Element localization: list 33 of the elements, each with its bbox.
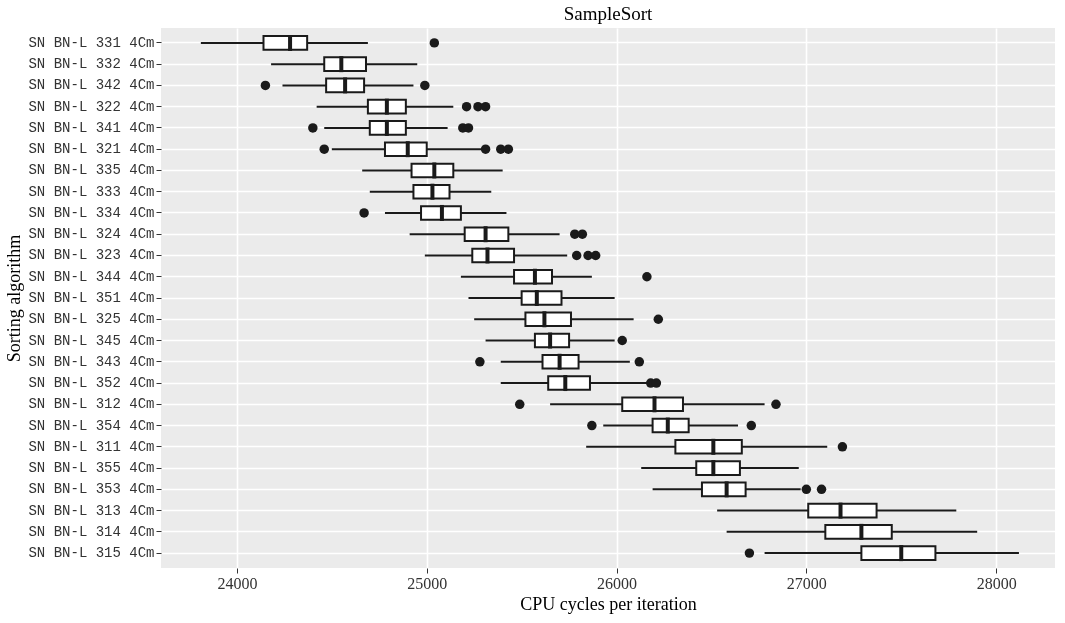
y-tick-label: SN BN-L 312 4Cm xyxy=(28,396,155,413)
y-tick-label: SN BN-L 324 4Cm xyxy=(28,226,155,243)
y-tick-label: SN BN-L 313 4Cm xyxy=(28,502,155,519)
x-tick-label: 24000 xyxy=(217,574,258,592)
y-tick-label: SN BN-L 342 4Cm xyxy=(28,77,155,94)
y-tick-label: SN BN-L 332 4Cm xyxy=(28,56,155,73)
y-tick-label: SN BN-L 353 4Cm xyxy=(28,481,155,498)
y-tick-label: SN BN-L 321 4Cm xyxy=(28,141,155,158)
y-tick-label: SN BN-L 355 4Cm xyxy=(28,460,155,477)
y-tick-label: SN BN-L 334 4Cm xyxy=(28,204,155,221)
y-tick-label: SN BN-L 315 4Cm xyxy=(28,545,155,562)
y-tick-label: SN BN-L 311 4Cm xyxy=(28,438,155,455)
y-tick-label: SN BN-L 333 4Cm xyxy=(28,183,155,200)
y-tick-label: SN BN-L 331 4Cm xyxy=(28,34,155,51)
y-tick-label: SN BN-L 345 4Cm xyxy=(28,332,155,349)
chart-title: SampleSort xyxy=(563,3,654,24)
y-axis-title: Sorting algorithm xyxy=(4,234,25,363)
y-tick-label: SN BN-L 322 4Cm xyxy=(28,98,155,115)
x-tick-label: 25000 xyxy=(407,574,448,592)
y-tick-label: SN BN-L 352 4Cm xyxy=(28,375,155,392)
y-tick-label: SN BN-L 341 4Cm xyxy=(28,119,155,136)
y-tick-label: SN BN-L 325 4Cm xyxy=(28,311,155,328)
y-tick-label: SN BN-L 314 4Cm xyxy=(28,523,155,540)
y-tick-label: SN BN-L 343 4Cm xyxy=(28,353,155,370)
x-axis-title: CPU cycles per iteration xyxy=(520,593,697,614)
x-tick-label: 27000 xyxy=(786,574,827,592)
x-tick-label: 28000 xyxy=(976,574,1017,592)
y-tick-label: SN BN-L 323 4Cm xyxy=(28,247,155,264)
x-tick-label: 26000 xyxy=(597,574,638,592)
y-tick-label: SN BN-L 344 4Cm xyxy=(28,268,155,285)
y-tick-label: SN BN-L 351 4Cm xyxy=(28,290,155,306)
y-tick-label: SN BN-L 354 4Cm xyxy=(28,417,155,434)
y-tick-label: SN BN-L 335 4Cm xyxy=(28,162,155,179)
